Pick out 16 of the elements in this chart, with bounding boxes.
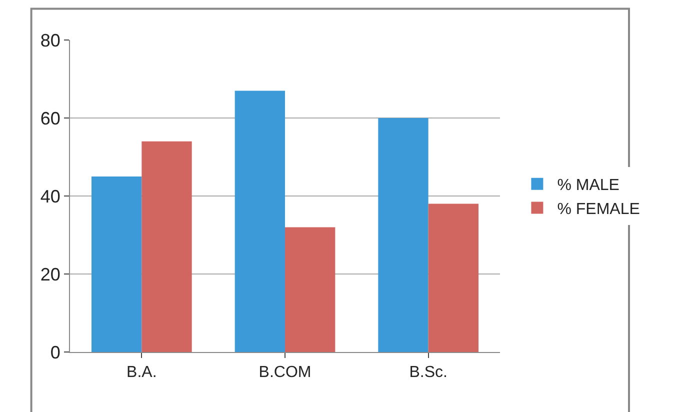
bar [378, 118, 428, 352]
legend-label: % MALE [557, 177, 620, 194]
x-tick-label: B.Sc. [409, 364, 448, 382]
bar [92, 176, 142, 352]
legend-label: % FEMALE [557, 200, 640, 218]
x-tick-label: B.A. [126, 364, 157, 382]
y-tick-label: 0 [50, 342, 60, 362]
bar [428, 204, 478, 352]
y-tick-label: 40 [40, 186, 60, 206]
bar [285, 227, 336, 352]
x-tick-label: B.COM [258, 364, 312, 382]
y-tick-label: 20 [40, 264, 60, 284]
bar [234, 90, 285, 352]
y-tick-label: 80 [40, 30, 60, 50]
bar [142, 141, 192, 352]
y-tick-label: 60 [40, 108, 60, 128]
